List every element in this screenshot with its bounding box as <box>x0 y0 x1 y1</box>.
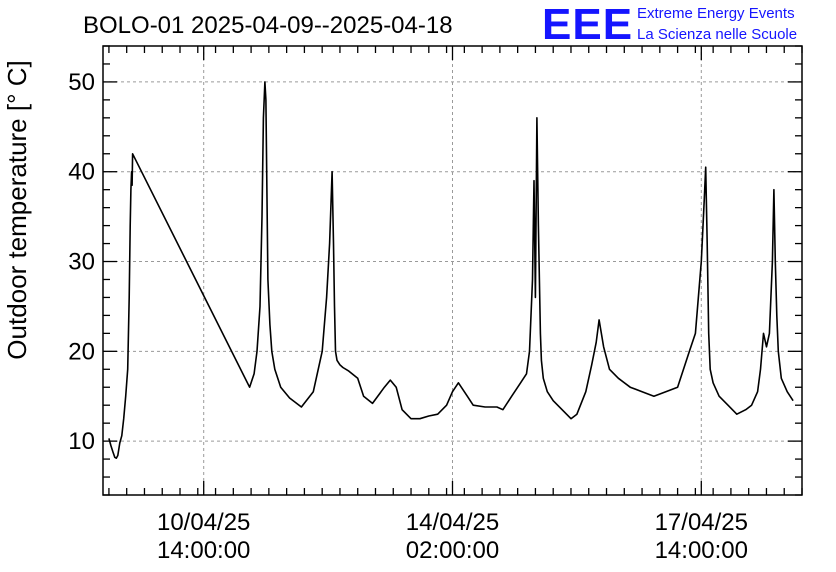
tick-labels: 102030405010/04/2514:00:0014/04/2502:00:… <box>68 69 748 564</box>
grid <box>103 46 802 495</box>
logo-mark: EEE <box>542 0 633 49</box>
x-tick-label-date: 14/04/25 <box>406 509 499 536</box>
eee-logo: EEE Extreme Energy Events La Scienza nel… <box>542 0 797 49</box>
x-tick-label-time: 14:00:00 <box>157 537 250 564</box>
temperature-series-line <box>108 81 794 460</box>
x-tick-label-time: 02:00:00 <box>406 537 499 564</box>
logo-line-2: La Scienza nelle Scuole <box>637 26 797 43</box>
axis-ticks <box>103 45 803 496</box>
logo-line-1: Extreme Energy Events <box>637 5 795 22</box>
chart-title: BOLO-01 2025-04-09--2025-04-18 <box>83 12 453 39</box>
y-tick-label: 50 <box>68 69 95 96</box>
y-tick-label: 30 <box>68 249 95 276</box>
x-tick-label-date: 10/04/25 <box>157 509 250 536</box>
x-tick-label-time: 14:00:00 <box>655 537 748 564</box>
plot-frame <box>102 45 803 496</box>
y-tick-label: 20 <box>68 338 95 365</box>
y-tick-label: 40 <box>68 159 95 186</box>
x-tick-label-date: 17/04/25 <box>655 509 748 536</box>
y-tick-label: 10 <box>68 428 95 455</box>
y-axis-label: Outdoor temperature [° C] <box>2 60 32 359</box>
plot-series <box>108 81 794 460</box>
